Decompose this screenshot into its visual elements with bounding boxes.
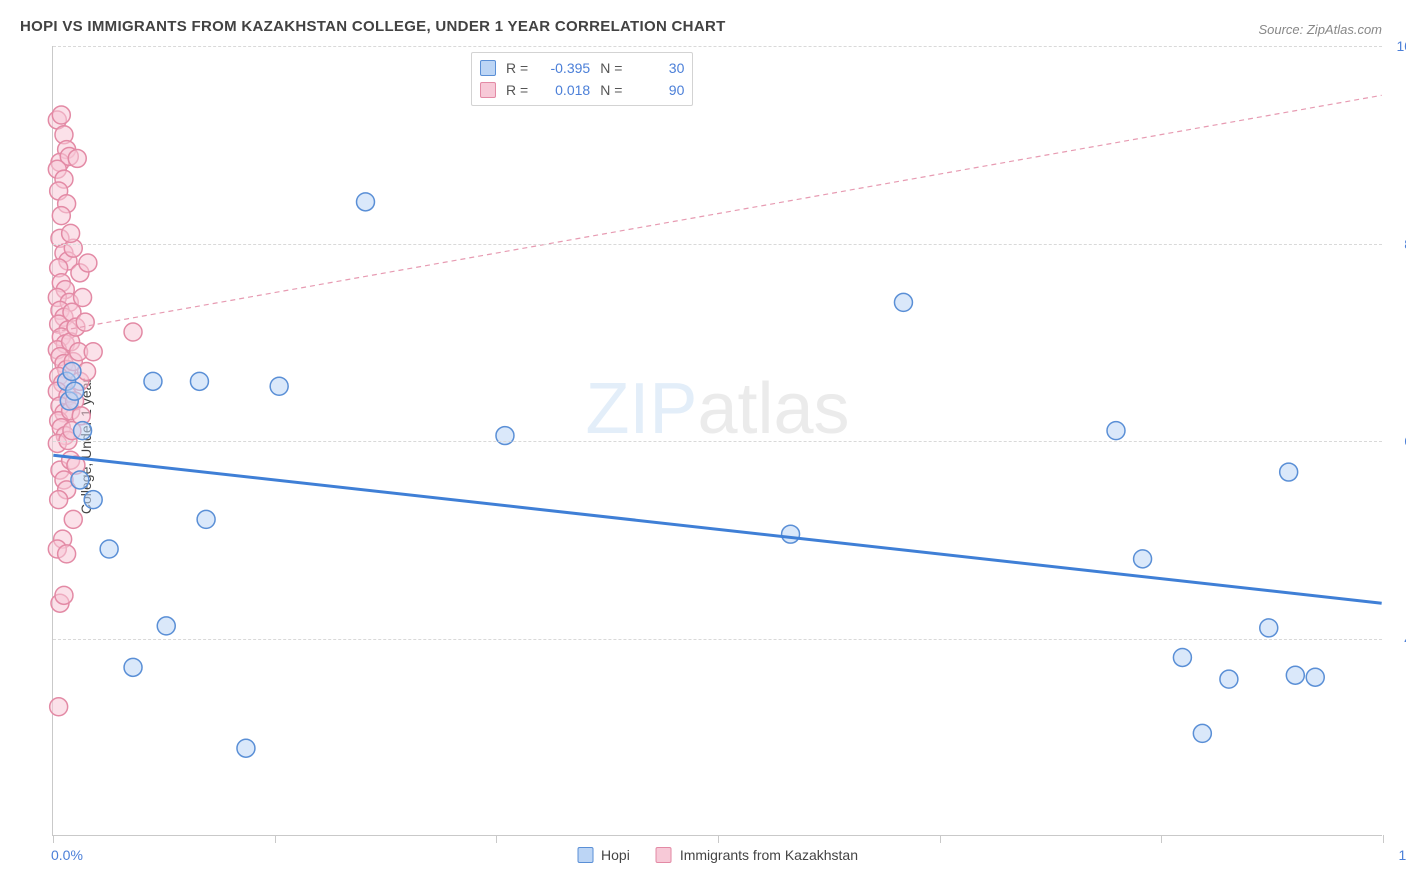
hopi-point [237,739,255,757]
x-tick [275,835,276,843]
immigrants-point [62,224,80,242]
stats-row-immigrants: R = 0.018 N = 90 [480,79,684,101]
gridline-h [53,244,1382,245]
legend-swatch-hopi [577,847,593,863]
immigrants-point [64,510,82,528]
x-axis-right-label: 100.0% [1399,847,1406,863]
hopi-point [84,491,102,509]
hopi-point [357,193,375,211]
chart-title: HOPI VS IMMIGRANTS FROM KAZAKHSTAN COLLE… [20,18,726,35]
immigrants-point [79,254,97,272]
hopi-point [1107,422,1125,440]
legend-item-immigrants: Immigrants from Kazakhstan [656,847,858,863]
gridline-h [53,639,1382,640]
stat-n-label-2: N = [600,79,622,101]
legend-bottom: Hopi Immigrants from Kazakhstan [577,847,858,863]
legend-swatch-immigrants [656,847,672,863]
hopi-point [270,377,288,395]
y-tick-label: 100.0% [1397,38,1406,54]
immigrants-trendline [53,95,1381,332]
hopi-point [63,362,81,380]
stat-n-label: N = [600,57,622,79]
hopi-trendline [53,455,1381,603]
immigrants-point [50,698,68,716]
hopi-point [197,510,215,528]
hopi-point [124,658,142,676]
swatch-immigrants [480,82,496,98]
hopi-point [100,540,118,558]
immigrants-point [52,106,70,124]
hopi-point [894,293,912,311]
immigrants-point [50,491,68,509]
immigrants-point [84,343,102,361]
hopi-point [1286,666,1304,684]
x-tick [940,835,941,843]
immigrants-point [58,545,76,563]
hopi-point [1134,550,1152,568]
x-tick [1383,835,1384,843]
hopi-point [144,372,162,390]
stat-r-label-2: R = [506,79,528,101]
swatch-hopi [480,60,496,76]
stat-n-immigrants: 90 [632,79,684,101]
hopi-point [190,372,208,390]
gridline-h [53,441,1382,442]
immigrants-point [68,149,86,167]
hopi-point [1280,463,1298,481]
immigrants-point [55,586,73,604]
hopi-point [782,525,800,543]
x-axis-left-label: 0.0% [51,847,83,863]
legend-label-hopi: Hopi [601,847,630,863]
hopi-point [66,382,84,400]
legend-item-hopi: Hopi [577,847,630,863]
hopi-point [74,422,92,440]
hopi-point [1193,724,1211,742]
immigrants-point [124,323,142,341]
stat-n-hopi: 30 [632,57,684,79]
immigrants-point [76,313,94,331]
source-credit: Source: ZipAtlas.com [1258,22,1382,37]
stats-row-hopi: R = -0.395 N = 30 [480,57,684,79]
legend-label-immigrants: Immigrants from Kazakhstan [680,847,858,863]
chart-plot-area: ZIPatlas R = -0.395 N = 30 R = 0.018 N =… [52,46,1382,836]
x-tick [718,835,719,843]
stat-r-label: R = [506,57,528,79]
immigrants-point [74,289,92,307]
x-tick [1161,835,1162,843]
stat-r-hopi: -0.395 [538,57,590,79]
hopi-point [1260,619,1278,637]
stats-legend-box: R = -0.395 N = 30 R = 0.018 N = 90 [471,52,693,106]
hopi-point [71,471,89,489]
hopi-point [1220,670,1238,688]
immigrants-point [52,207,70,225]
hopi-point [1306,668,1324,686]
hopi-point [157,617,175,635]
x-tick [53,835,54,843]
stat-r-immigrants: 0.018 [538,79,590,101]
hopi-point [1173,648,1191,666]
gridline-h [53,46,1382,47]
x-tick [496,835,497,843]
